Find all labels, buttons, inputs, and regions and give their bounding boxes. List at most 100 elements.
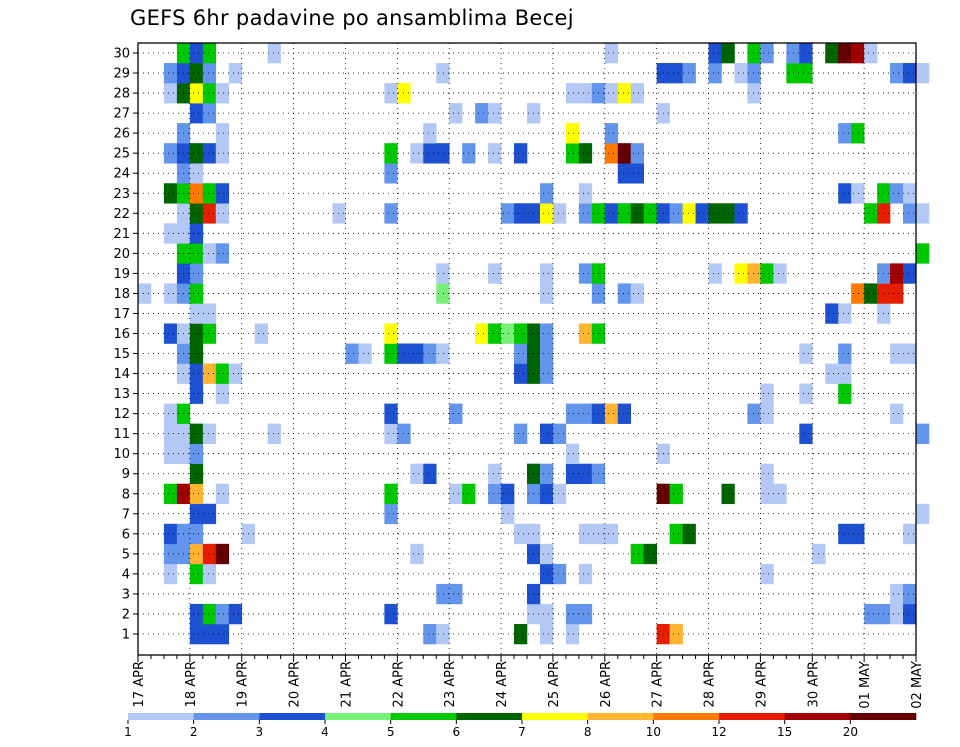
heatmap-cell — [488, 143, 502, 164]
colorbar-segment — [784, 713, 851, 720]
heatmap-cell — [202, 323, 217, 344]
heatmap-cell — [760, 563, 774, 585]
heatmap-cell — [449, 483, 463, 505]
y-tick-label: 4 — [122, 567, 130, 582]
heatmap-cell — [851, 283, 865, 304]
heatmap-cell — [189, 103, 204, 124]
heatmap-cell — [501, 323, 515, 344]
y-tick-label: 17 — [113, 307, 130, 322]
heatmap-cell — [708, 263, 722, 284]
y-tick-label: 6 — [122, 527, 130, 542]
heatmap-cell — [539, 543, 554, 565]
heatmap-cell — [163, 63, 178, 84]
heatmap-cell — [604, 83, 619, 104]
heatmap-cell — [890, 63, 904, 84]
heatmap-cell — [501, 203, 515, 224]
heatmap-cell — [669, 203, 683, 224]
heatmap-cell — [488, 263, 502, 284]
heatmap-cell — [903, 183, 917, 204]
heatmap-cell — [552, 563, 567, 585]
heatmap-cell — [734, 263, 748, 284]
heatmap-cell — [682, 63, 696, 84]
heatmap-cell — [384, 603, 398, 625]
heatmap-cell — [410, 143, 424, 164]
heatmap-cell — [202, 143, 217, 164]
heatmap-cell — [890, 263, 904, 284]
heatmap-cell — [903, 343, 917, 364]
heatmap-cell — [189, 363, 204, 384]
x-tick-label: 23 APR — [443, 661, 458, 707]
heatmap-cell — [552, 203, 567, 224]
heatmap-cell — [903, 583, 917, 605]
heatmap-cell — [410, 463, 424, 485]
heatmap-cell — [838, 183, 852, 204]
heatmap-cell — [189, 203, 204, 224]
heatmap-cell — [734, 203, 748, 224]
colorbar-segment — [390, 713, 457, 720]
heatmap-cell — [163, 543, 178, 565]
heatmap-cell — [202, 363, 217, 384]
heatmap-cell — [552, 423, 567, 444]
heatmap-cell — [514, 323, 528, 344]
heatmap-cell — [565, 603, 580, 625]
heatmap-cell — [617, 283, 632, 304]
heatmap-cell — [488, 483, 502, 505]
heatmap-cell — [578, 403, 593, 424]
heatmap-cell — [215, 483, 230, 505]
y-tick-label: 19 — [113, 267, 130, 282]
heatmap-cell — [189, 143, 204, 164]
heatmap-cell — [163, 183, 178, 204]
heatmap-cell — [799, 343, 813, 364]
colorbar-label: 3 — [256, 725, 264, 739]
heatmap-cell — [760, 263, 774, 284]
heatmap-cell — [384, 483, 398, 505]
heatmap-cell — [189, 83, 204, 104]
heatmap-cell — [903, 63, 917, 84]
heatmap-cell — [916, 63, 930, 84]
heatmap-cell — [669, 63, 683, 84]
heatmap-cell — [202, 503, 217, 525]
heatmap-cell — [189, 623, 204, 645]
heatmap-cell — [630, 543, 644, 565]
heatmap-cell — [189, 503, 204, 525]
heatmap-cell — [604, 403, 619, 424]
heatmap-cell — [903, 603, 917, 625]
heatmap-cell — [604, 203, 619, 224]
heatmap-cell — [384, 423, 398, 444]
heatmap-cell — [514, 343, 528, 364]
colorbar-segment — [325, 713, 391, 720]
x-tick-label: 21 APR — [340, 661, 355, 707]
colorbar-label: 5 — [387, 725, 395, 739]
colorbar-label: 15 — [777, 725, 792, 739]
heatmap-cell — [630, 283, 644, 304]
heatmap-cell — [215, 603, 230, 625]
heatmap-cell — [864, 603, 878, 625]
y-tick-label: 25 — [113, 147, 130, 162]
y-tick-label: 14 — [113, 367, 130, 382]
heatmap-cell — [423, 123, 437, 144]
heatmap-cell — [617, 403, 632, 424]
heatmap-cell — [539, 563, 554, 585]
heatmap-cell — [838, 383, 852, 404]
heatmap-cell — [747, 83, 761, 104]
heatmap-cell — [436, 263, 450, 284]
x-tick-label: 27 APR — [651, 661, 666, 707]
y-tick-label: 3 — [122, 587, 130, 602]
colorbar-segment — [522, 713, 588, 720]
heatmap-cell — [189, 383, 204, 404]
heatmap-cell — [488, 103, 502, 124]
heatmap-cell — [539, 343, 554, 364]
heatmap-cell — [695, 203, 709, 224]
heatmap-cell — [786, 63, 800, 84]
heatmap-cell — [903, 523, 917, 545]
y-tick-label: 29 — [113, 67, 130, 82]
heatmap-cell — [643, 203, 657, 224]
heatmap-cell — [864, 43, 878, 64]
heatmap-cell — [138, 283, 152, 304]
y-tick-label: 13 — [113, 387, 130, 402]
heatmap-cell — [215, 143, 230, 164]
heatmap-cell — [916, 203, 930, 224]
heatmap-cell — [202, 543, 217, 565]
heatmap-cell — [423, 343, 437, 364]
colorbar-label: 8 — [584, 725, 592, 739]
